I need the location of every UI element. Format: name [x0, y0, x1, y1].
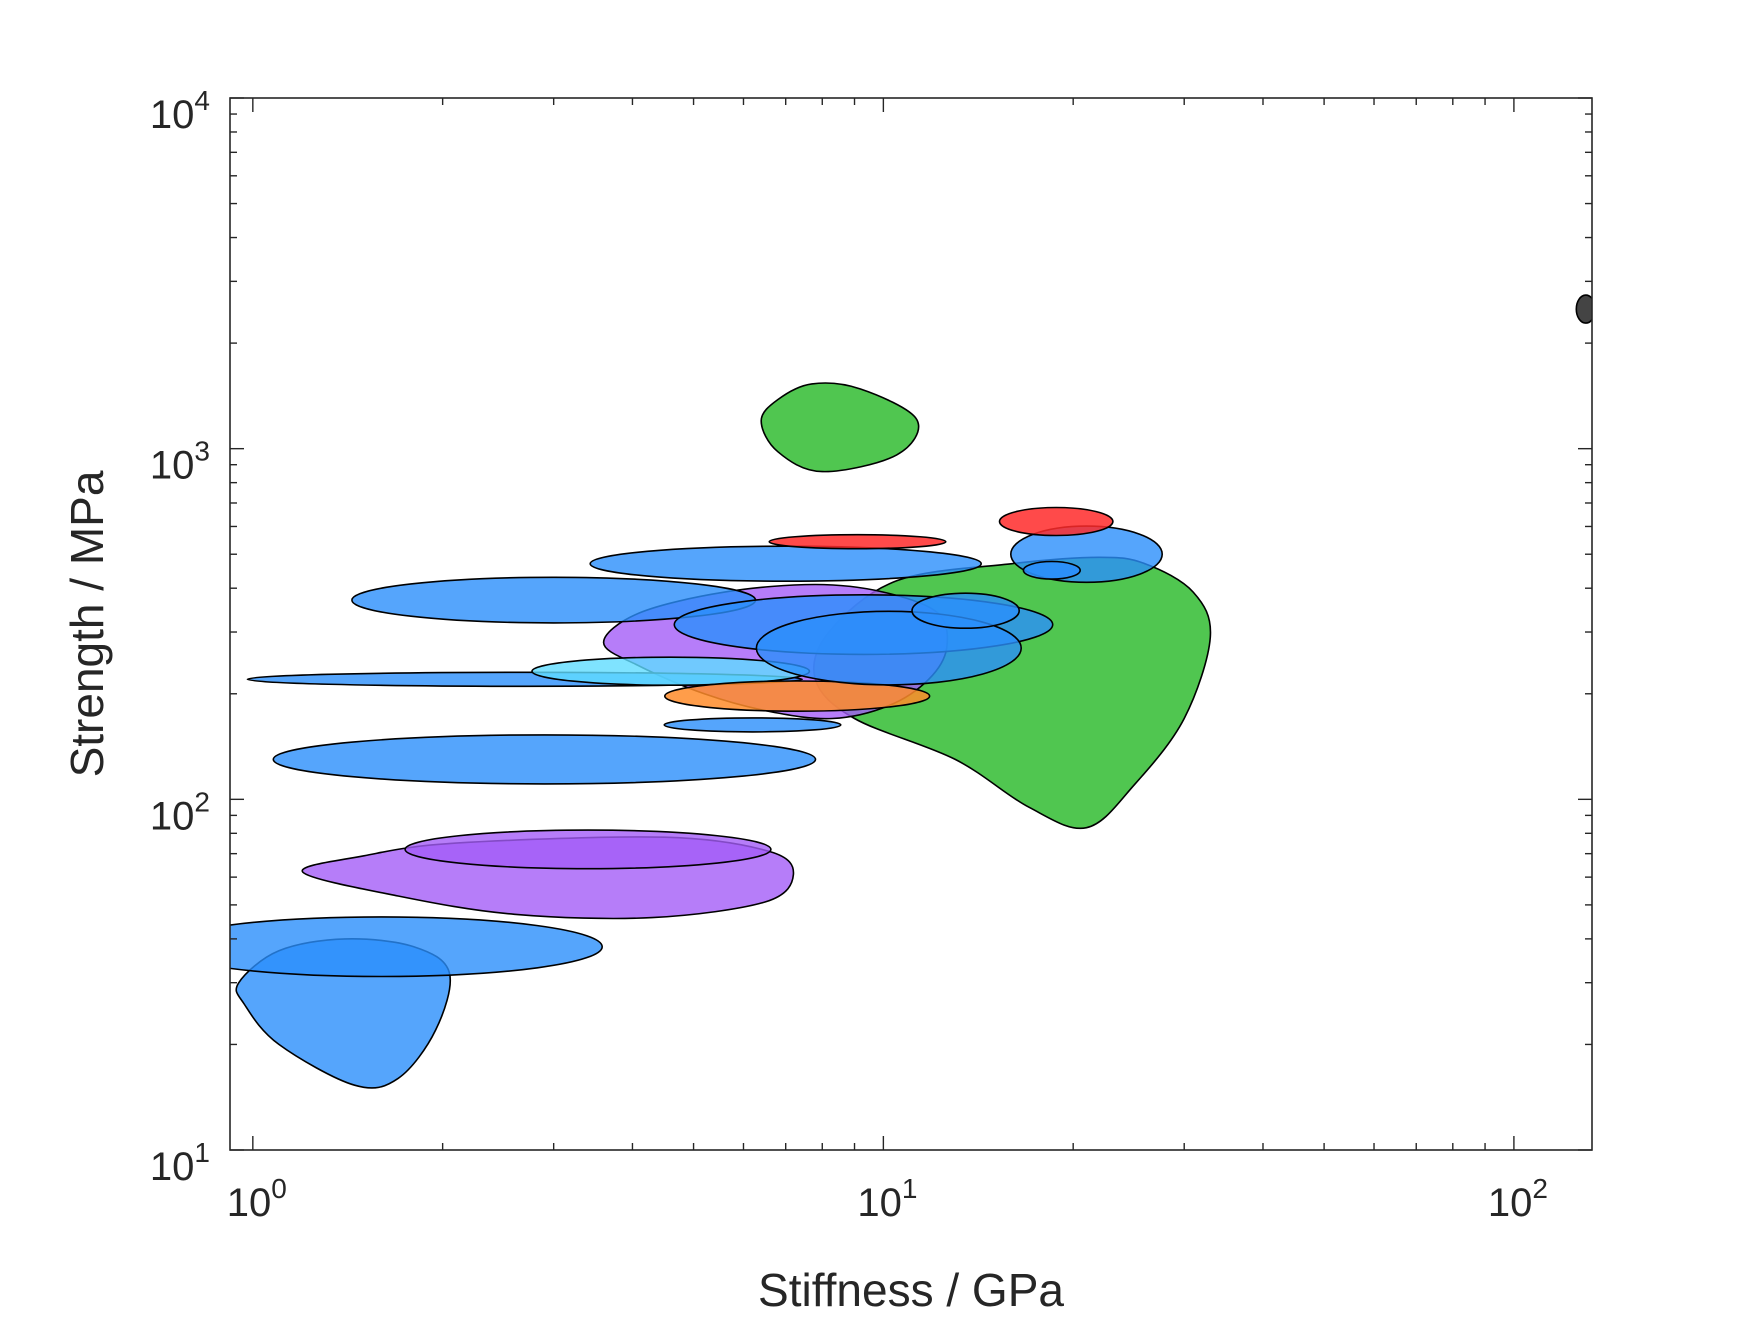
- material-region-blue-18: [911, 592, 1020, 630]
- material-region-red-20: [998, 506, 1114, 537]
- x-tick-label-0: 100: [227, 1173, 287, 1225]
- material-region-blue-14: [663, 717, 842, 733]
- y-tick-label-2: 102: [150, 786, 210, 838]
- material-region-blue-6: [230, 916, 603, 978]
- material-region-green-1: [760, 382, 920, 473]
- material-region-blue-21: [1022, 560, 1082, 580]
- material-region-blue-17: [755, 610, 1023, 686]
- x-tick-label-2: 102: [1488, 1173, 1548, 1225]
- material-region-blue-8: [272, 734, 817, 785]
- material-region-orange-13: [664, 680, 931, 713]
- material-region-red-15: [768, 533, 947, 550]
- x-axis-label: Stiffness / GPa: [758, 1264, 1064, 1313]
- plot-frame: [229, 97, 1593, 1151]
- axes-layer: 100 101 102 101 102 103 104: [150, 85, 1593, 1225]
- material-region-dark-22: [1575, 294, 1592, 324]
- y-tick-label-1: 101: [150, 1137, 210, 1189]
- regions-layer: [230, 294, 1592, 1089]
- material-region-purple-7: [404, 829, 772, 870]
- y-axis-label: Strength / MPa: [61, 470, 113, 777]
- x-tick-label-1: 101: [857, 1173, 917, 1225]
- material-region-blue-11: [589, 545, 983, 583]
- y-tick-label-4: 104: [150, 85, 210, 137]
- y-tick-label-3: 103: [150, 436, 210, 488]
